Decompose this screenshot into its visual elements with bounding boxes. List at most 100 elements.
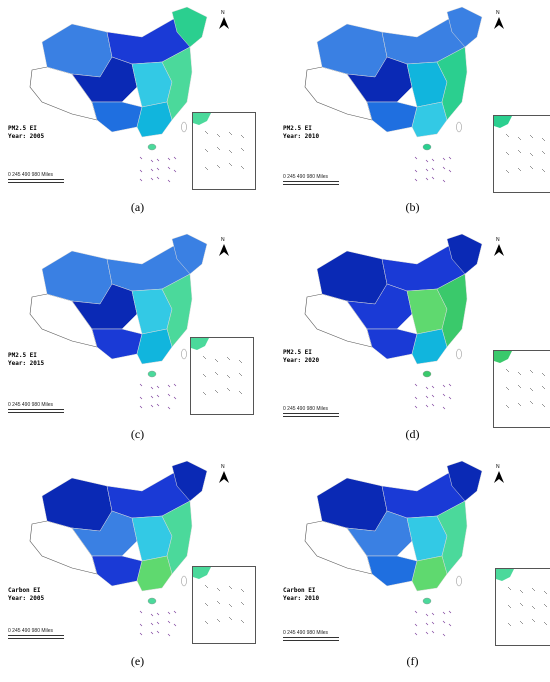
province-region bbox=[161, 500, 193, 575]
inset-dash bbox=[238, 359, 243, 364]
island-dash bbox=[139, 405, 143, 409]
south-china-sea-inset bbox=[192, 566, 256, 644]
map-panel: N PM2.5 EI Year: 2015 0 245 490 980 Miles (c… bbox=[0, 227, 275, 454]
china-map bbox=[304, 6, 483, 183]
province-region bbox=[436, 46, 468, 121]
inset-dash bbox=[204, 148, 209, 153]
year-label: Year: 2010 bbox=[283, 133, 320, 140]
province-region bbox=[136, 101, 173, 138]
island-dash bbox=[167, 611, 171, 615]
map-legend-label: PM2.5 EI Year: 2005 bbox=[8, 125, 44, 141]
island-dash bbox=[156, 621, 160, 625]
island-dash bbox=[167, 406, 171, 410]
province-region bbox=[91, 328, 143, 360]
inset-map bbox=[193, 113, 245, 171]
island-dash bbox=[156, 176, 160, 180]
year-label: Year: 2005 bbox=[8, 133, 45, 140]
island-dash bbox=[150, 404, 154, 408]
island-dash bbox=[156, 385, 160, 389]
inset-dash bbox=[228, 585, 233, 590]
north-arrow-icon: N bbox=[217, 10, 231, 30]
inset-dash bbox=[505, 404, 510, 409]
province-region bbox=[446, 233, 483, 275]
province-region bbox=[436, 500, 468, 575]
scale-bar: 0 245 490 980 Miles bbox=[8, 172, 72, 184]
island-dash bbox=[431, 621, 435, 625]
island-dash bbox=[139, 610, 143, 614]
hainan-island bbox=[147, 143, 157, 151]
north-arrow-icon: N bbox=[492, 464, 506, 484]
island-dash bbox=[448, 610, 452, 614]
inset-dash bbox=[517, 136, 522, 141]
island-dash bbox=[173, 610, 177, 614]
year-label: Year: 2005 bbox=[8, 595, 45, 602]
island-dash bbox=[448, 169, 452, 173]
inset-dash bbox=[517, 402, 522, 407]
inset-dash bbox=[228, 616, 233, 621]
indicator-name: PM2.5 EI bbox=[8, 352, 37, 359]
island-dash bbox=[425, 386, 429, 390]
taiwan-island bbox=[181, 121, 187, 133]
indicator-name: PM2.5 EI bbox=[283, 349, 312, 356]
island-dash bbox=[442, 384, 446, 388]
north-label: N bbox=[496, 237, 500, 243]
province-region bbox=[136, 555, 173, 592]
inset-map bbox=[494, 116, 546, 174]
year-label: Year: 2020 bbox=[283, 357, 320, 364]
province-region bbox=[411, 555, 448, 592]
inset-coast bbox=[496, 569, 514, 581]
province-region bbox=[366, 555, 418, 587]
scale-ticks: 0 245 490 980 Miles bbox=[8, 172, 54, 178]
inset-dash bbox=[214, 389, 219, 394]
inset-dash bbox=[531, 587, 536, 592]
island-dash bbox=[431, 630, 435, 634]
island-dash bbox=[173, 156, 177, 160]
island-dash bbox=[173, 396, 177, 400]
island-dash bbox=[167, 384, 171, 388]
island-dash bbox=[425, 395, 429, 399]
indicator-name: Carbon EI bbox=[8, 587, 41, 594]
inset-dash bbox=[216, 600, 221, 605]
inset-dash bbox=[240, 134, 245, 139]
province-region bbox=[366, 328, 418, 360]
inset-dash bbox=[238, 390, 243, 395]
map-legend-label: Carbon EI Year: 2010 bbox=[283, 587, 319, 603]
inset-dash bbox=[541, 372, 546, 377]
island-dash bbox=[150, 622, 154, 626]
island-dash bbox=[150, 613, 154, 617]
taiwan-island bbox=[456, 121, 462, 133]
island-dash bbox=[431, 394, 435, 398]
inset-dash bbox=[505, 151, 510, 156]
inset-dash bbox=[517, 149, 522, 154]
inset-coast bbox=[494, 351, 512, 363]
island-dash bbox=[425, 622, 429, 626]
scale-bar: 0 245 490 980 Miles bbox=[8, 628, 72, 640]
island-dash bbox=[156, 612, 160, 616]
island-dash bbox=[414, 632, 418, 636]
inset-dash bbox=[543, 590, 548, 595]
inset-dash bbox=[202, 373, 207, 378]
inset-dash bbox=[226, 374, 231, 379]
island-dash bbox=[431, 176, 435, 180]
island-dash bbox=[442, 166, 446, 170]
inset-dash bbox=[531, 605, 536, 610]
province-region bbox=[436, 273, 468, 348]
map-legend-label: PM2.5 EI Year: 2020 bbox=[283, 349, 319, 365]
year-label: Year: 2015 bbox=[8, 360, 45, 367]
island-dash bbox=[442, 620, 446, 624]
scale-bar: 0 245 490 980 Miles bbox=[283, 406, 347, 418]
south-china-sea-inset bbox=[493, 115, 550, 193]
taiwan-island bbox=[456, 575, 462, 587]
scale-bar: 0 245 490 980 Miles bbox=[283, 630, 347, 642]
indicator-name: PM2.5 EI bbox=[8, 125, 37, 132]
inset-dash bbox=[240, 588, 245, 593]
inset-dash bbox=[228, 603, 233, 608]
taiwan-island bbox=[181, 348, 187, 360]
north-arrow-icon: N bbox=[492, 10, 506, 30]
island-dash bbox=[414, 623, 418, 627]
map-panel: N Carbon EI Year: 2010 0 245 490 980 Miles (… bbox=[275, 454, 550, 681]
inset-coast bbox=[191, 338, 209, 350]
island-dash bbox=[442, 157, 446, 161]
island-dash bbox=[425, 404, 429, 408]
inset-dash bbox=[214, 358, 219, 363]
